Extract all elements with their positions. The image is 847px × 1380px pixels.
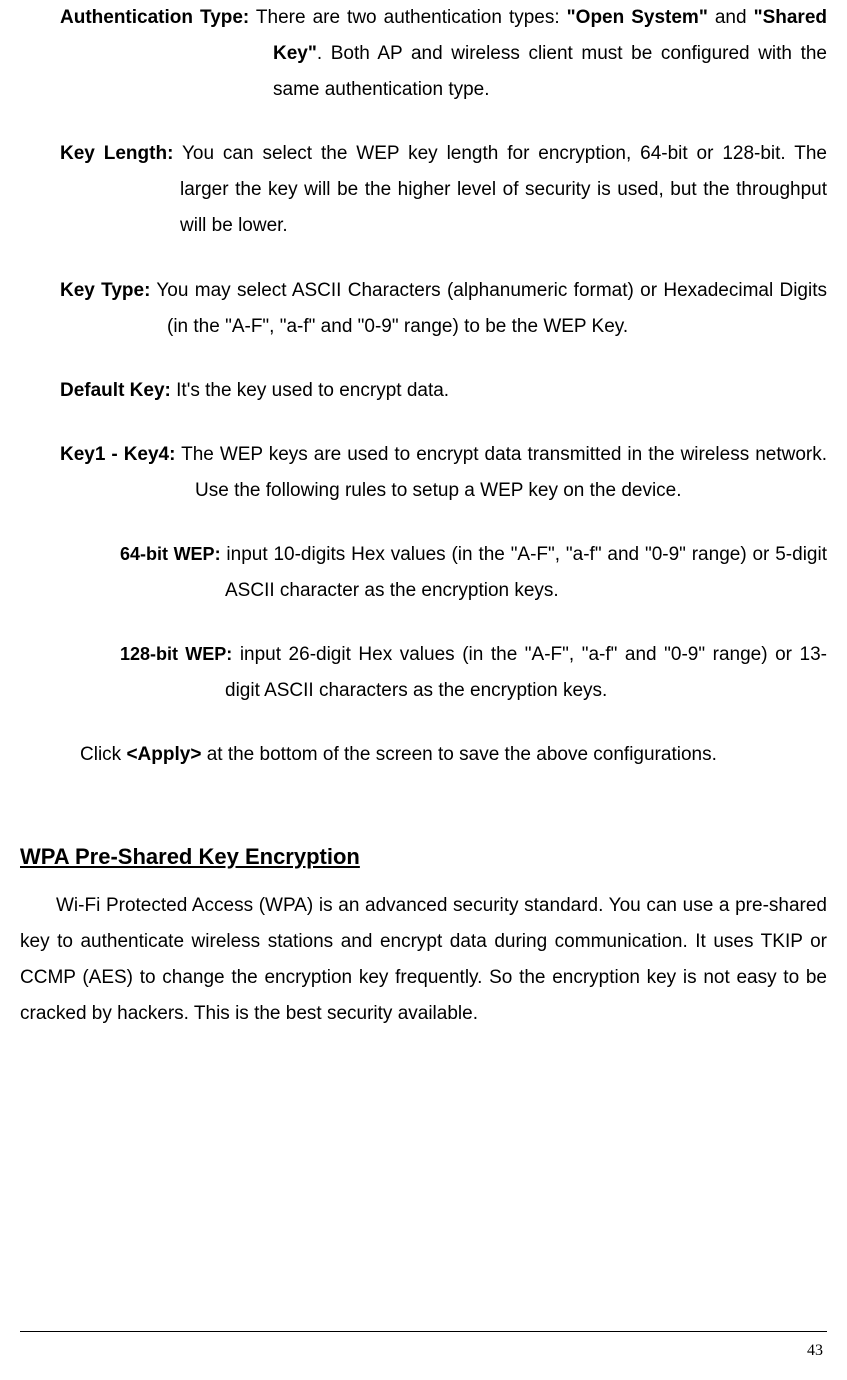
def-key1-key4: Key1 - Key4: The WEP keys are used to en… xyxy=(20,437,827,509)
def-label: Key Length: xyxy=(60,143,173,164)
def-label: 64-bit WEP: xyxy=(120,544,221,564)
def-authentication-type: Authentication Type: There are two authe… xyxy=(20,0,827,108)
def-body-mid: and xyxy=(708,7,754,28)
content-area: Authentication Type: There are two authe… xyxy=(20,0,827,1032)
def-label: Default Key: xyxy=(60,380,171,401)
apply-bold: <Apply> xyxy=(126,744,201,765)
apply-pre: Click xyxy=(80,744,126,765)
def-label: Authentication Type: xyxy=(60,7,249,28)
def-128bit-wep: 128-bit WEP: input 26-digit Hex values (… xyxy=(20,637,827,709)
apply-post: at the bottom of the screen to save the … xyxy=(201,744,716,765)
def-label: Key Type: xyxy=(60,280,150,301)
def-body-post: . Both AP and wireless client must be co… xyxy=(273,43,827,100)
def-body: The WEP keys are used to encrypt data tr… xyxy=(175,444,827,501)
page-number: 43 xyxy=(807,1342,823,1360)
def-body: You can select the WEP key length for en… xyxy=(173,143,827,236)
def-body-pre: There are two authentication types: xyxy=(249,7,566,28)
def-default-key: Default Key: It's the key used to encryp… xyxy=(20,373,827,409)
def-bold-open-system: "Open System" xyxy=(567,7,708,28)
def-body: input 10-digits Hex values (in the "A-F"… xyxy=(221,544,827,601)
footer-divider xyxy=(20,1331,827,1332)
def-body: It's the key used to encrypt data. xyxy=(171,380,449,401)
def-64bit-wep: 64-bit WEP: input 10-digits Hex values (… xyxy=(20,537,827,609)
def-body: You may select ASCII Characters (alphanu… xyxy=(150,280,827,337)
apply-note: Click <Apply> at the bottom of the scree… xyxy=(20,737,827,773)
page-container: Authentication Type: There are two authe… xyxy=(0,0,847,1380)
def-key-type: Key Type: You may select ASCII Character… xyxy=(20,273,827,345)
def-key-length: Key Length: You can select the WEP key l… xyxy=(20,136,827,244)
section-heading-wpa: WPA Pre-Shared Key Encryption xyxy=(20,844,827,870)
def-label: Key1 - Key4: xyxy=(60,444,175,465)
def-label: 128-bit WEP: xyxy=(120,644,232,664)
section-paragraph-wpa: Wi-Fi Protected Access (WPA) is an advan… xyxy=(20,888,827,1032)
def-body: input 26-digit Hex values (in the "A-F",… xyxy=(225,644,827,701)
